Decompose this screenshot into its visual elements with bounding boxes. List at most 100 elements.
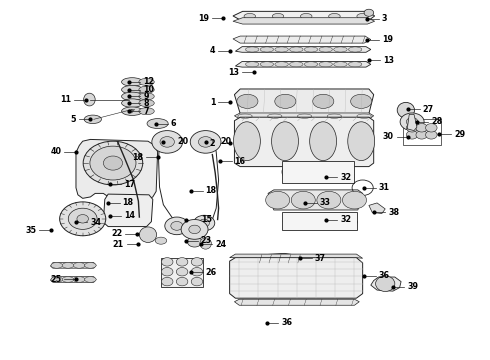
Text: 37: 37 <box>315 254 326 263</box>
Ellipse shape <box>233 122 260 161</box>
Ellipse shape <box>62 277 74 282</box>
Ellipse shape <box>122 78 143 86</box>
Text: 14: 14 <box>124 211 135 220</box>
Polygon shape <box>234 113 374 119</box>
Ellipse shape <box>245 47 259 52</box>
Text: 16: 16 <box>234 157 245 166</box>
Ellipse shape <box>275 47 288 52</box>
Ellipse shape <box>416 123 427 132</box>
Text: 19: 19 <box>382 35 393 44</box>
Ellipse shape <box>334 47 347 52</box>
Ellipse shape <box>334 62 347 67</box>
Ellipse shape <box>51 262 63 268</box>
Ellipse shape <box>199 219 209 227</box>
Text: 2: 2 <box>210 139 215 148</box>
Ellipse shape <box>406 118 418 126</box>
Ellipse shape <box>161 267 173 276</box>
Ellipse shape <box>122 92 143 101</box>
Polygon shape <box>233 36 371 43</box>
Polygon shape <box>369 203 385 213</box>
Ellipse shape <box>122 99 143 107</box>
Ellipse shape <box>260 47 273 52</box>
Text: 31: 31 <box>378 183 390 192</box>
Text: 28: 28 <box>431 117 442 126</box>
Ellipse shape <box>266 191 290 209</box>
Bar <box>282 212 357 230</box>
Ellipse shape <box>313 94 334 108</box>
Ellipse shape <box>74 277 85 282</box>
Text: 18: 18 <box>132 153 143 162</box>
Ellipse shape <box>364 9 374 16</box>
Ellipse shape <box>139 100 154 107</box>
Ellipse shape <box>275 94 296 108</box>
Polygon shape <box>234 117 374 167</box>
Text: 22: 22 <box>111 229 122 238</box>
Ellipse shape <box>271 122 298 161</box>
Ellipse shape <box>304 47 318 52</box>
Ellipse shape <box>329 13 340 19</box>
Text: 20: 20 <box>178 138 189 147</box>
Text: 18: 18 <box>122 198 134 207</box>
Ellipse shape <box>348 122 375 161</box>
Ellipse shape <box>348 47 362 52</box>
Text: 24: 24 <box>215 240 226 249</box>
Ellipse shape <box>171 221 183 230</box>
Text: 33: 33 <box>319 198 330 207</box>
Ellipse shape <box>165 217 189 235</box>
Text: 30: 30 <box>383 132 394 141</box>
Text: 19: 19 <box>198 14 209 23</box>
Ellipse shape <box>181 220 208 239</box>
Text: 1: 1 <box>210 98 215 107</box>
Text: 7: 7 <box>143 107 148 116</box>
Bar <box>282 161 353 183</box>
Ellipse shape <box>300 13 312 19</box>
Ellipse shape <box>348 62 362 67</box>
Ellipse shape <box>62 262 74 268</box>
Ellipse shape <box>189 225 200 234</box>
Ellipse shape <box>351 94 372 108</box>
Polygon shape <box>234 89 374 114</box>
Ellipse shape <box>397 102 415 118</box>
Text: 18: 18 <box>206 186 217 195</box>
Polygon shape <box>230 258 363 298</box>
Text: 38: 38 <box>388 208 399 217</box>
Text: 4: 4 <box>210 46 215 55</box>
Polygon shape <box>233 18 375 24</box>
Text: 13: 13 <box>228 68 239 77</box>
Polygon shape <box>76 139 158 201</box>
Ellipse shape <box>400 113 424 131</box>
Ellipse shape <box>425 131 437 139</box>
Text: 17: 17 <box>124 180 135 189</box>
Ellipse shape <box>176 267 188 276</box>
Text: 10: 10 <box>143 85 154 94</box>
Ellipse shape <box>155 237 167 244</box>
Bar <box>161 258 203 287</box>
Ellipse shape <box>343 191 367 209</box>
Ellipse shape <box>272 13 284 19</box>
Text: 9: 9 <box>143 92 148 101</box>
Text: 26: 26 <box>206 268 217 277</box>
Polygon shape <box>50 262 96 268</box>
Ellipse shape <box>304 62 318 67</box>
Ellipse shape <box>77 215 89 223</box>
Ellipse shape <box>84 93 95 106</box>
Ellipse shape <box>51 277 63 282</box>
Text: 36: 36 <box>378 271 390 280</box>
Ellipse shape <box>406 123 418 132</box>
Ellipse shape <box>85 262 96 268</box>
Polygon shape <box>235 47 371 52</box>
Text: 27: 27 <box>423 105 434 114</box>
Text: 32: 32 <box>340 215 351 224</box>
Ellipse shape <box>191 258 203 266</box>
Polygon shape <box>234 299 359 305</box>
Polygon shape <box>407 114 417 131</box>
Ellipse shape <box>425 123 437 132</box>
Ellipse shape <box>103 156 122 170</box>
Text: 12: 12 <box>143 77 154 86</box>
Ellipse shape <box>160 136 174 147</box>
Ellipse shape <box>152 131 183 153</box>
Ellipse shape <box>357 13 368 19</box>
Text: 3: 3 <box>382 14 388 23</box>
Ellipse shape <box>85 277 96 282</box>
Bar <box>403 119 441 145</box>
